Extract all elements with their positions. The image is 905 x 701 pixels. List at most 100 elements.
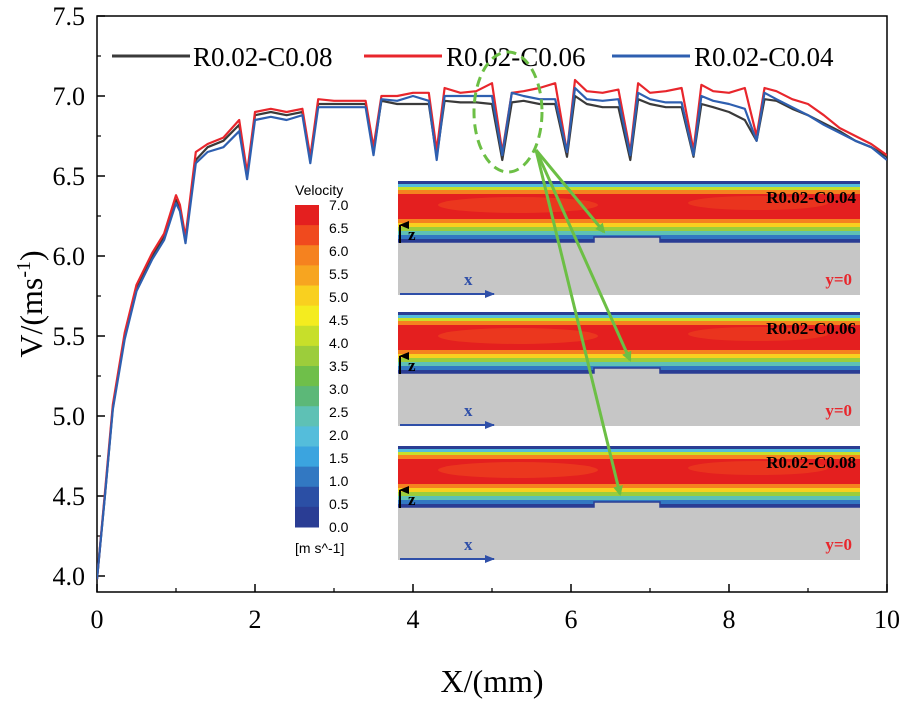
colorbar-level: 4.5 bbox=[329, 312, 349, 328]
colorbar: Velocity 7.0 6.5 6.0 5.5 5.0 4.5 4.0 3.5 3.0 2.5 2… bbox=[295, 182, 349, 556]
contour-band bbox=[398, 181, 860, 184]
y-tick-label: 4.0 bbox=[53, 562, 86, 591]
colorbar-level: 3.0 bbox=[329, 381, 349, 397]
wall-outline bbox=[398, 367, 860, 374]
colorbar-swatch bbox=[295, 466, 319, 488]
x-tick-label: 2 bbox=[249, 605, 262, 634]
panel-y-label: y=0 bbox=[825, 535, 852, 554]
colorbar-swatch bbox=[295, 345, 319, 367]
contour-panel: R0.02-C0.04 z x y=0 bbox=[398, 181, 860, 298]
panel-label: R0.02-C0.06 bbox=[766, 319, 856, 338]
wall-outline bbox=[398, 501, 860, 508]
series-line-r002-c006 bbox=[97, 78, 887, 580]
colorbar-title: Velocity bbox=[295, 182, 343, 198]
wall-step bbox=[594, 237, 660, 242]
colorbar-level: 6.0 bbox=[329, 243, 349, 259]
colorbar-level: 0.5 bbox=[329, 496, 349, 512]
contour-band bbox=[398, 187, 860, 190]
legend-label-c004: R0.02-C0.04 bbox=[694, 42, 834, 72]
pointer-arrow-2 bbox=[534, 149, 632, 362]
panel-x-label: x bbox=[464, 270, 473, 289]
colorbar-level: 0.0 bbox=[329, 519, 349, 535]
contour-band bbox=[398, 190, 860, 194]
colorbar-swatch bbox=[295, 426, 319, 447]
panel-label: R0.02-C0.04 bbox=[766, 188, 856, 207]
x-axis-title: X/(mm) bbox=[440, 663, 543, 699]
contour-band bbox=[398, 312, 860, 315]
pointer-arrow-3 bbox=[534, 149, 623, 496]
contour-band bbox=[398, 452, 860, 455]
colorbar-swatch bbox=[295, 225, 319, 246]
contour-band bbox=[398, 446, 860, 449]
colorbar-swatch bbox=[295, 446, 319, 468]
colorbar-swatch bbox=[295, 406, 319, 427]
colorbar-level: 2.0 bbox=[329, 427, 349, 443]
y-tick-label: 5.5 bbox=[53, 322, 86, 351]
series-layer bbox=[97, 78, 887, 580]
wall-region bbox=[398, 373, 860, 426]
wall-step bbox=[594, 368, 660, 373]
panel-z-label: z bbox=[408, 356, 416, 375]
colorbar-swatch bbox=[295, 325, 319, 347]
x-tick-label: 8 bbox=[723, 605, 736, 634]
colorbar-swatch bbox=[295, 386, 319, 407]
contour-band bbox=[398, 362, 860, 366]
contour-band bbox=[398, 315, 860, 318]
colorbar-swatch bbox=[295, 366, 319, 387]
y-axis-title-main: V/(ms bbox=[13, 278, 49, 358]
wall-step bbox=[594, 502, 660, 507]
colorbar-swatches bbox=[295, 205, 319, 528]
y-tick-label: 7.0 bbox=[53, 82, 86, 111]
highlight-ellipse bbox=[472, 50, 544, 174]
legend-label-c008: R0.02-C0.08 bbox=[193, 42, 333, 72]
legend-label-c006: R0.02-C0.06 bbox=[446, 42, 586, 72]
colorbar-swatch bbox=[295, 506, 319, 528]
pointer-arrows bbox=[534, 149, 632, 496]
colorbar-swatch bbox=[295, 285, 319, 307]
x-tick-label: 10 bbox=[874, 605, 900, 634]
contour-blob bbox=[438, 462, 598, 478]
colorbar-swatch bbox=[295, 205, 319, 226]
contour-blob bbox=[438, 328, 598, 344]
y-tick-label: 6.5 bbox=[53, 162, 86, 191]
panel-y-label: y=0 bbox=[825, 270, 852, 289]
panel-label: R0.02-C0.08 bbox=[766, 453, 856, 472]
x-tick-label: 4 bbox=[407, 605, 420, 634]
contour-blob bbox=[438, 197, 598, 213]
contour-band bbox=[398, 227, 860, 231]
contour-band bbox=[398, 449, 860, 452]
panel-z-label: z bbox=[408, 490, 416, 509]
contour-band bbox=[398, 184, 860, 187]
contour-band bbox=[398, 492, 860, 496]
colorbar-level: 7.0 bbox=[329, 197, 349, 213]
pointer-arrow-1 bbox=[534, 149, 606, 234]
contour-band bbox=[398, 484, 860, 488]
colorbar-swatch bbox=[295, 265, 319, 286]
y-tick-label: 5.0 bbox=[53, 402, 86, 431]
x-tick-label: 0 bbox=[91, 605, 104, 634]
panel-z-label: z bbox=[408, 225, 416, 244]
colorbar-unit: [m s^-1] bbox=[295, 540, 344, 556]
y-axis-title-end: ) bbox=[13, 250, 49, 261]
contour-band bbox=[398, 223, 860, 227]
contour-panel: R0.02-C0.06 z x y=0 bbox=[398, 312, 860, 429]
panel-x-label: x bbox=[464, 401, 473, 420]
contour-blob bbox=[688, 461, 828, 475]
x-tick-label: 6 bbox=[565, 605, 578, 634]
colorbar-level: 1.5 bbox=[329, 450, 349, 466]
contour-band bbox=[398, 318, 860, 321]
colorbar-level: 1.0 bbox=[329, 473, 349, 489]
contour-band bbox=[398, 496, 860, 500]
panel-y-label: y=0 bbox=[825, 401, 852, 420]
contour-band bbox=[398, 488, 860, 492]
contour-panel: R0.02-C0.08 z x y=0 bbox=[398, 446, 860, 563]
colorbar-swatch bbox=[295, 486, 319, 508]
colorbar-level: 2.5 bbox=[329, 404, 349, 420]
series-line-r002-c008 bbox=[97, 94, 887, 580]
colorbar-labels: 7.0 6.5 6.0 5.5 5.0 4.5 4.0 3.5 3.0 2.5 2.0 1.5 1.0 0… bbox=[329, 197, 349, 535]
legend: R0.02-C0.08 R0.02-C0.06 R0.02-C0.04 bbox=[112, 42, 834, 72]
colorbar-level: 4.0 bbox=[329, 335, 349, 351]
y-axis-title-sup: -1 bbox=[13, 261, 35, 278]
colorbar-level: 5.5 bbox=[329, 266, 349, 282]
